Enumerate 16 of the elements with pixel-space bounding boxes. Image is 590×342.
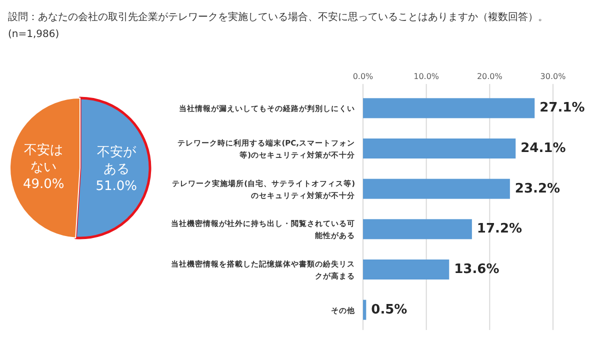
x-tick-label: 30.0% [540, 72, 566, 81]
data-label: 24.1% [520, 141, 566, 156]
data-label: 0.5% [371, 302, 408, 318]
x-tick-label: 0.0% [352, 72, 374, 81]
slice-label: 不安がある [96, 144, 137, 177]
data-label: 17.2% [476, 222, 522, 237]
slice-label: 不安はない [24, 141, 64, 174]
data-label: 23.2% [514, 181, 560, 196]
data-label: 27.1% [540, 100, 585, 116]
data-label: 49.0% [22, 176, 64, 192]
text: 設問：あなたの会社の取引先企業がテレワークを実施している場合、不安に思っていることはありますか（複数回答）。 [8, 11, 548, 23]
data-label: 51.0% [96, 178, 138, 194]
chart-subtitle: (n=1,986) [8, 29, 60, 40]
x-tick-label: 10.0% [414, 72, 440, 81]
data-label: 13.6% [454, 262, 500, 277]
x-tick-label: 20.0% [476, 72, 503, 81]
